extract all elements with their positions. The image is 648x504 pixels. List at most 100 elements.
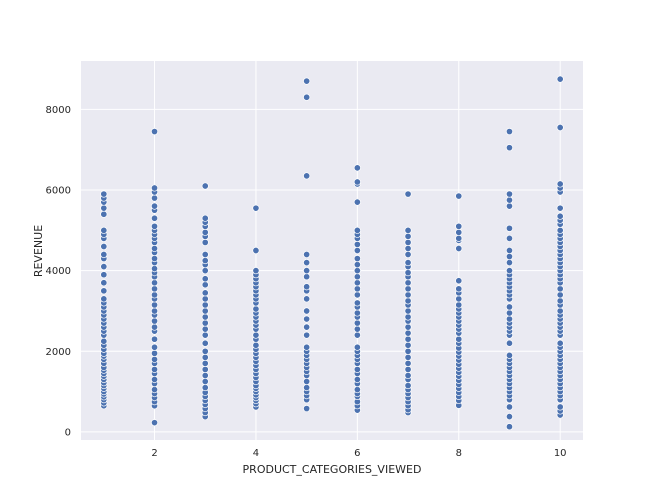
scatter-point <box>455 295 463 303</box>
scatter-point <box>201 267 209 275</box>
scatter-point <box>455 222 463 230</box>
scatter-point <box>353 246 361 255</box>
scatter-point <box>150 375 159 384</box>
scatter-point <box>505 224 514 232</box>
scatter-point <box>404 307 412 315</box>
scatter-point <box>201 365 209 373</box>
scatter-point <box>201 347 209 355</box>
scatter-point <box>455 301 463 309</box>
scatter-point <box>505 234 514 242</box>
x-tick-label: 4 <box>253 448 259 459</box>
scatter-point <box>303 295 311 303</box>
scatter-point <box>303 250 311 259</box>
scatter-point <box>404 347 412 355</box>
scatter-point <box>150 285 159 293</box>
x-tick-labels: 2 4 6 8 10 <box>151 448 566 459</box>
scatter-point <box>100 271 108 279</box>
scatter-point <box>556 123 564 132</box>
y-grid <box>81 108 583 433</box>
scatter-point <box>201 384 209 392</box>
scatter-point <box>252 267 260 275</box>
scatter-point <box>353 164 361 172</box>
scatter-point <box>404 329 412 337</box>
scatter-point <box>404 313 412 321</box>
scatter-point <box>455 192 463 200</box>
scatter-point <box>404 279 412 287</box>
scatter-point <box>150 265 159 273</box>
scatter-point <box>201 281 209 289</box>
scatter-point <box>404 259 412 267</box>
scatter-point <box>505 423 514 431</box>
scatter-point <box>100 204 108 212</box>
scatter-point <box>556 75 564 83</box>
scatter-point <box>303 93 311 101</box>
scatter-point <box>201 289 209 297</box>
scatter-point <box>556 180 564 188</box>
scatter-point <box>404 190 412 198</box>
scatter-point <box>150 355 159 363</box>
scatter-point <box>150 194 159 202</box>
scatter-point <box>404 250 412 259</box>
scatter-point <box>455 234 463 242</box>
scatter-point <box>353 299 361 307</box>
scatter-point <box>252 341 260 349</box>
scatter-point <box>150 323 159 331</box>
scatter-point <box>100 279 108 287</box>
scatter-point <box>150 301 159 309</box>
scatter-point <box>556 291 564 299</box>
y-tick-label: 6000 <box>46 186 71 197</box>
scatter-point <box>150 419 159 427</box>
scatter-point <box>404 353 412 361</box>
scatter-point <box>353 279 361 287</box>
scatter-point <box>404 341 412 349</box>
scatter-point <box>353 267 361 275</box>
scatter-point <box>556 297 564 305</box>
scatter-point <box>201 301 209 309</box>
y-tick-label: 8000 <box>46 105 71 116</box>
scatter-point <box>150 222 159 230</box>
scatter-point <box>353 386 361 394</box>
scatter-point <box>303 273 311 281</box>
scatter-point <box>252 204 260 212</box>
scatter-point <box>201 238 209 246</box>
scatter-point <box>150 202 159 210</box>
scatter-point <box>353 240 361 249</box>
scatter-point <box>150 244 159 253</box>
scatter-point <box>252 305 260 313</box>
scatter-point <box>100 210 108 218</box>
plot-area <box>81 61 583 440</box>
scatter-point <box>353 198 361 206</box>
scatter-point <box>556 212 564 220</box>
scatter-point <box>404 269 412 277</box>
scatter-point <box>353 261 361 269</box>
scatter-point <box>303 405 311 413</box>
scatter-point <box>100 295 108 303</box>
scatter-point <box>505 351 514 359</box>
x-tick-label: 10 <box>554 448 567 459</box>
scatter-point <box>404 285 412 293</box>
scatter-point <box>505 339 514 347</box>
scatter-point <box>252 331 260 339</box>
scatter-point <box>556 403 564 411</box>
scatter-point <box>404 244 412 253</box>
scatter-point <box>201 295 209 303</box>
scatter-point <box>303 315 311 323</box>
scatter-point <box>404 297 412 305</box>
scatter-point <box>100 337 108 345</box>
scatter-point <box>353 319 361 327</box>
scatter-point <box>303 384 311 392</box>
scatter-point <box>404 232 412 240</box>
scatter-point <box>556 339 564 347</box>
x-tick-label: 6 <box>354 448 360 459</box>
scatter-point <box>505 202 514 210</box>
scatter-point <box>556 307 564 315</box>
scatter-point <box>455 228 463 236</box>
scatter-point <box>404 335 412 343</box>
scatter-point <box>201 250 209 259</box>
scatter-point <box>201 353 209 361</box>
scatter-point <box>150 307 159 315</box>
scatter-point <box>201 359 209 367</box>
scatter-point <box>505 190 514 198</box>
y-axis-label: REVENUE <box>32 225 45 277</box>
